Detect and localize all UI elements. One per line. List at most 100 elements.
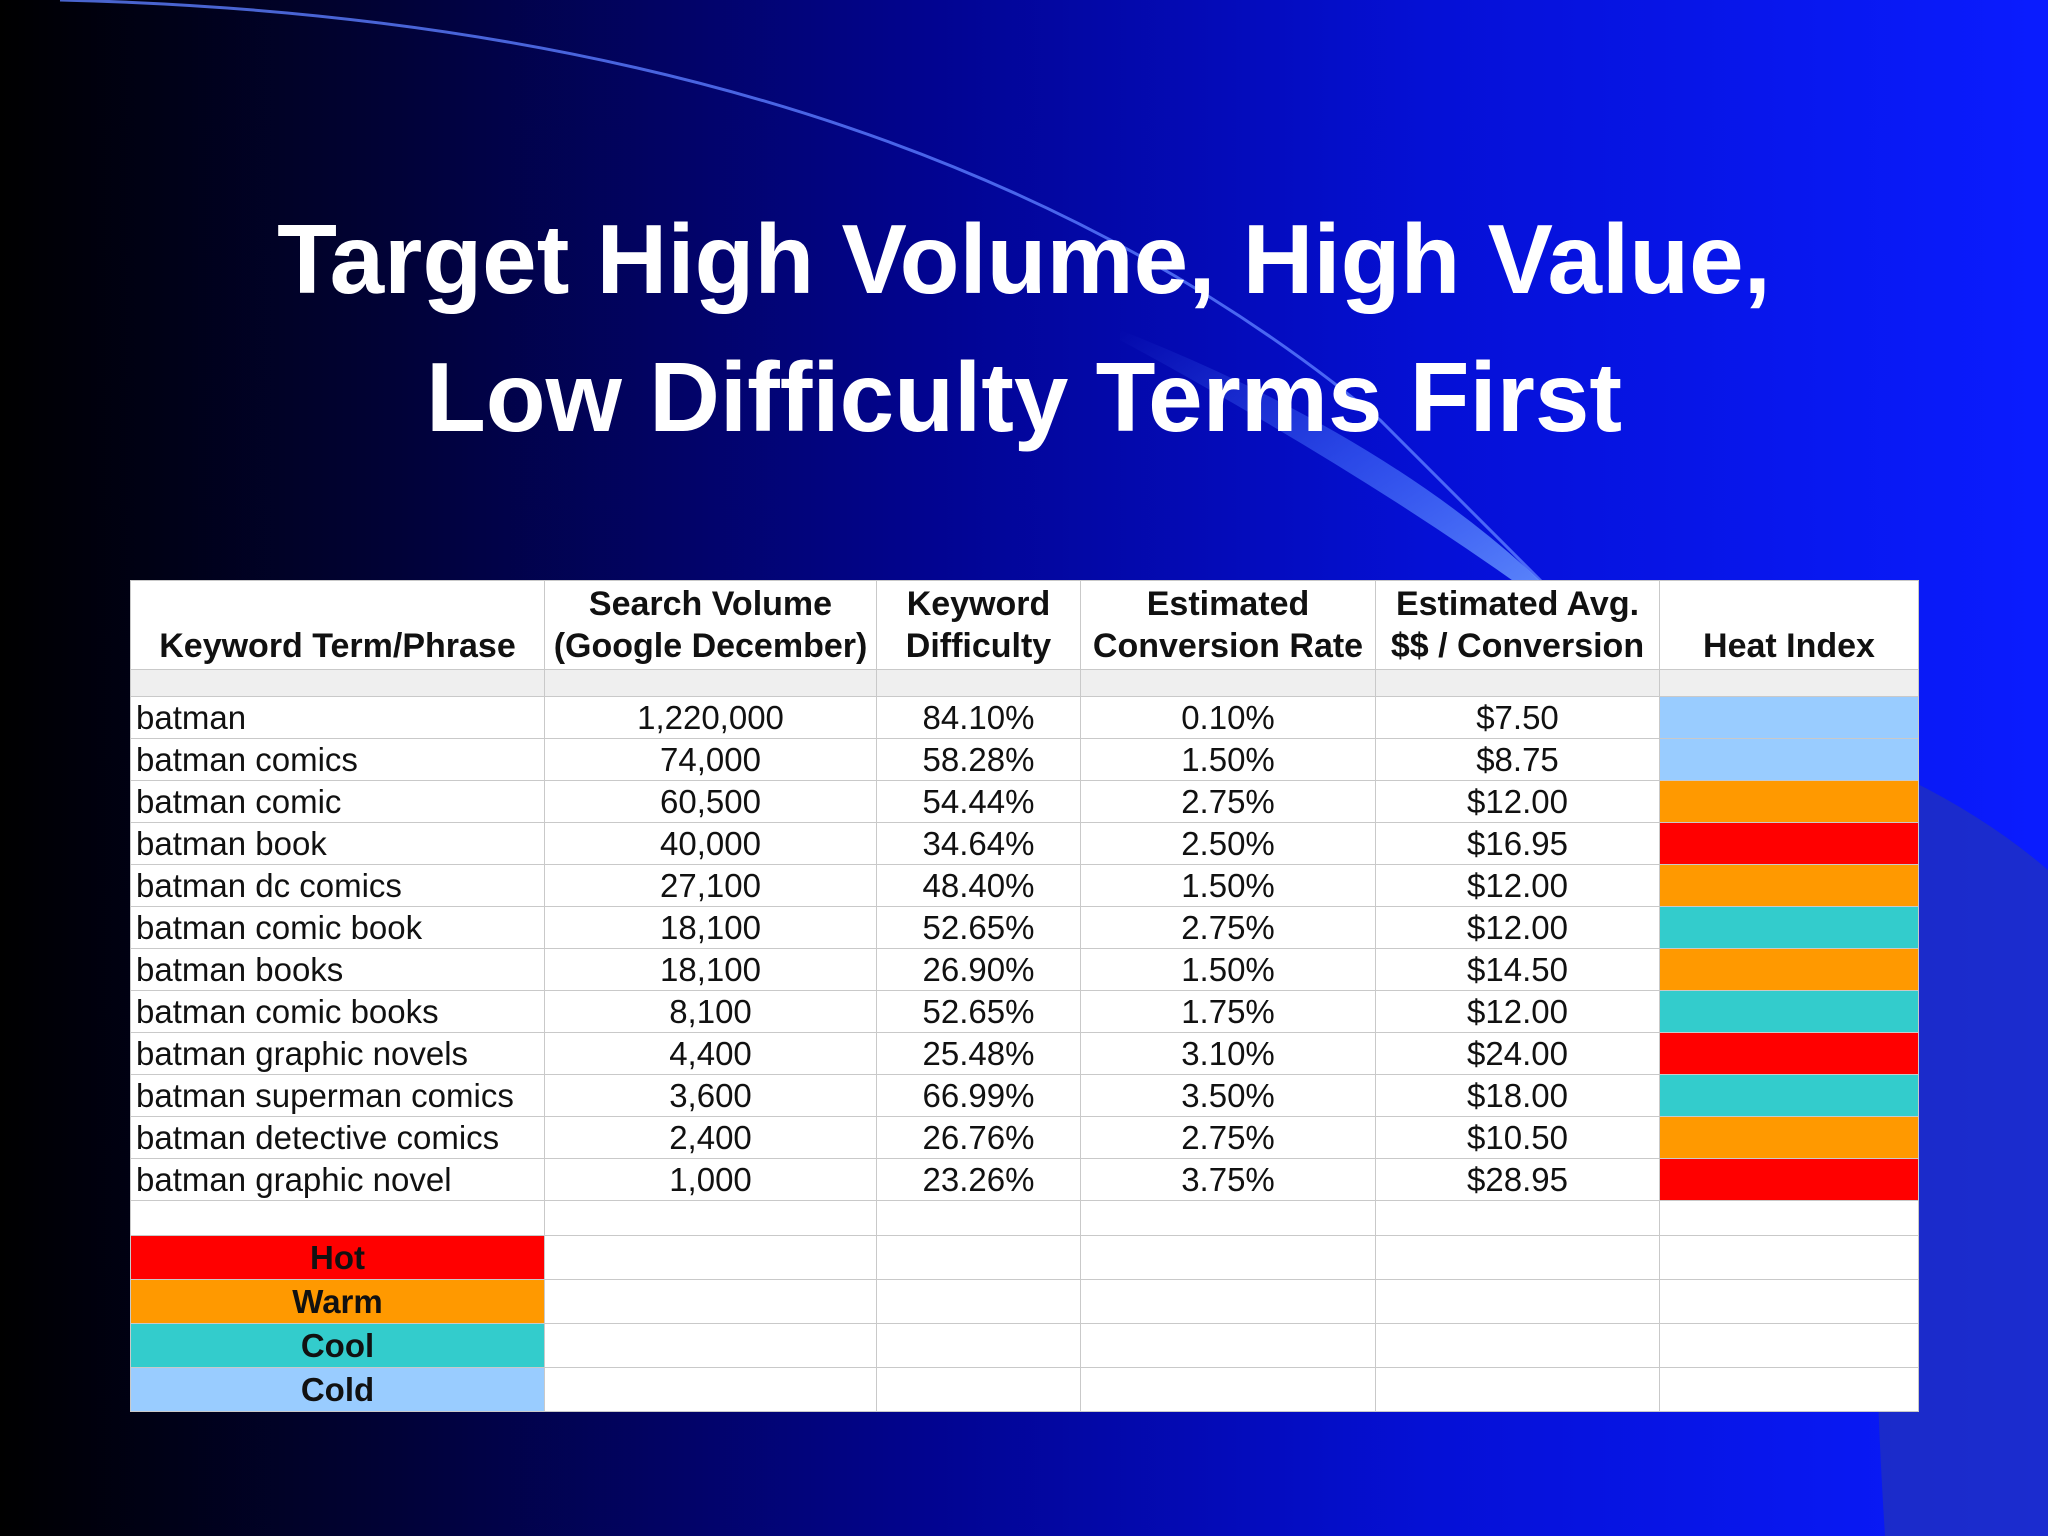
header-search-volume: Search Volume (Google December): [544, 580, 877, 670]
empty-cell: [1375, 1323, 1660, 1368]
table-row: batman superman comics 3,600 66.99% 3.50% $1…: [130, 1074, 1919, 1117]
heat-index-swatch: [1659, 906, 1919, 949]
empty-cell: [1375, 1367, 1660, 1412]
heat-index-swatch: [1659, 780, 1919, 823]
swoosh-ribbon: [1120, 330, 1560, 600]
empty-cell: [1659, 1323, 1919, 1368]
conversion-rate-cell: 2.50%: [1080, 822, 1376, 865]
empty-cell: [876, 1367, 1081, 1412]
avg-conversion-cell: $16.95: [1375, 822, 1660, 865]
table-row: batman graphic novel 1,000 23.26% 3.75% $28.…: [130, 1158, 1919, 1201]
legend-row: Cool: [130, 1323, 1919, 1368]
avg-conversion-cell: $8.75: [1375, 738, 1660, 781]
table-row: batman books 18,100 26.90% 1.50% $14.50: [130, 948, 1919, 991]
empty-cell: [1659, 1235, 1919, 1280]
header-heat-index: Heat Index: [1659, 580, 1919, 670]
conversion-rate-cell: 1.50%: [1080, 948, 1376, 991]
keyword-cell: batman comic books: [130, 990, 545, 1033]
avg-conversion-cell: $7.50: [1375, 696, 1660, 739]
table-row: batman book 40,000 34.64% 2.50% $16.95: [130, 822, 1919, 865]
difficulty-cell: 52.65%: [876, 990, 1081, 1033]
table-row: batman graphic novels 4,400 25.48% 3.10% $24…: [130, 1032, 1919, 1075]
difficulty-cell: 84.10%: [876, 696, 1081, 739]
header-spacer-row: [130, 669, 1919, 697]
empty-cell: [1375, 1279, 1660, 1324]
legend-cold: Cold: [130, 1367, 545, 1412]
keyword-cell: batman comic book: [130, 906, 545, 949]
slide-title-line1: Target High Volume, High Value,: [277, 204, 1771, 314]
heat-index-swatch: [1659, 864, 1919, 907]
avg-conversion-cell: $14.50: [1375, 948, 1660, 991]
empty-cell: [1080, 1367, 1376, 1412]
keyword-cell: batman books: [130, 948, 545, 991]
heat-index-swatch: [1659, 948, 1919, 991]
difficulty-cell: 34.64%: [876, 822, 1081, 865]
legend-row: Warm: [130, 1279, 1919, 1324]
avg-conversion-cell: $12.00: [1375, 780, 1660, 823]
keyword-cell: batman dc comics: [130, 864, 545, 907]
search-volume-cell: 3,600: [544, 1074, 877, 1117]
heat-index-swatch: [1659, 1074, 1919, 1117]
difficulty-cell: 23.26%: [876, 1158, 1081, 1201]
search-volume-cell: 60,500: [544, 780, 877, 823]
header-avg-per-conversion: Estimated Avg. $$ / Conversion: [1375, 580, 1660, 670]
conversion-rate-cell: 3.75%: [1080, 1158, 1376, 1201]
search-volume-cell: 4,400: [544, 1032, 877, 1075]
conversion-rate-cell: 3.50%: [1080, 1074, 1376, 1117]
search-volume-cell: 18,100: [544, 906, 877, 949]
avg-conversion-cell: $12.00: [1375, 864, 1660, 907]
conversion-rate-cell: 1.50%: [1080, 864, 1376, 907]
empty-cell: [1659, 1367, 1919, 1412]
heat-index-swatch: [1659, 990, 1919, 1033]
empty-cell: [1080, 1323, 1376, 1368]
difficulty-cell: 48.40%: [876, 864, 1081, 907]
difficulty-cell: 25.48%: [876, 1032, 1081, 1075]
conversion-rate-cell: 2.75%: [1080, 1116, 1376, 1159]
avg-conversion-cell: $18.00: [1375, 1074, 1660, 1117]
difficulty-cell: 26.90%: [876, 948, 1081, 991]
search-volume-cell: 1,000: [544, 1158, 877, 1201]
difficulty-cell: 52.65%: [876, 906, 1081, 949]
keyword-cell: batman graphic novels: [130, 1032, 545, 1075]
heat-index-swatch: [1659, 738, 1919, 781]
search-volume-cell: 8,100: [544, 990, 877, 1033]
conversion-rate-cell: 3.10%: [1080, 1032, 1376, 1075]
empty-cell: [1659, 1279, 1919, 1324]
legend-cool: Cool: [130, 1323, 545, 1368]
slide-title: Target High Volume, High Value, Low Diff…: [0, 190, 2048, 466]
search-volume-cell: 27,100: [544, 864, 877, 907]
conversion-rate-cell: 2.75%: [1080, 906, 1376, 949]
legend-hot: Hot: [130, 1235, 545, 1280]
keyword-cell: batman: [130, 696, 545, 739]
empty-cell: [876, 1323, 1081, 1368]
keyword-cell: batman book: [130, 822, 545, 865]
table-header-row: Keyword Term/Phrase Search Volume (Google…: [130, 580, 1919, 670]
avg-conversion-cell: $12.00: [1375, 990, 1660, 1033]
difficulty-cell: 66.99%: [876, 1074, 1081, 1117]
heat-index-swatch: [1659, 1158, 1919, 1201]
empty-cell: [876, 1279, 1081, 1324]
header-conversion-rate: Estimated Conversion Rate: [1080, 580, 1376, 670]
table-row: batman comics 74,000 58.28% 1.50% $8.75: [130, 738, 1919, 781]
empty-cell: [544, 1235, 877, 1280]
table-row: batman comic 60,500 54.44% 2.75% $12.00: [130, 780, 1919, 823]
header-keyword: Keyword Term/Phrase: [130, 580, 545, 670]
empty-cell: [544, 1323, 877, 1368]
blank-row: [130, 1200, 1919, 1236]
empty-cell: [876, 1235, 1081, 1280]
search-volume-cell: 2,400: [544, 1116, 877, 1159]
conversion-rate-cell: 2.75%: [1080, 780, 1376, 823]
keyword-table: Keyword Term/Phrase Search Volume (Google…: [130, 580, 1919, 1412]
heat-index-swatch: [1659, 1032, 1919, 1075]
avg-conversion-cell: $10.50: [1375, 1116, 1660, 1159]
search-volume-cell: 40,000: [544, 822, 877, 865]
empty-cell: [1080, 1235, 1376, 1280]
header-keyword-difficulty: Keyword Difficulty: [876, 580, 1081, 670]
empty-cell: [544, 1367, 877, 1412]
keyword-cell: batman superman comics: [130, 1074, 545, 1117]
avg-conversion-cell: $12.00: [1375, 906, 1660, 949]
table-row: batman comic books 8,100 52.65% 1.75% $12.00: [130, 990, 1919, 1033]
table-row: batman dc comics 27,100 48.40% 1.50% $12.00: [130, 864, 1919, 907]
empty-cell: [1080, 1279, 1376, 1324]
search-volume-cell: 1,220,000: [544, 696, 877, 739]
